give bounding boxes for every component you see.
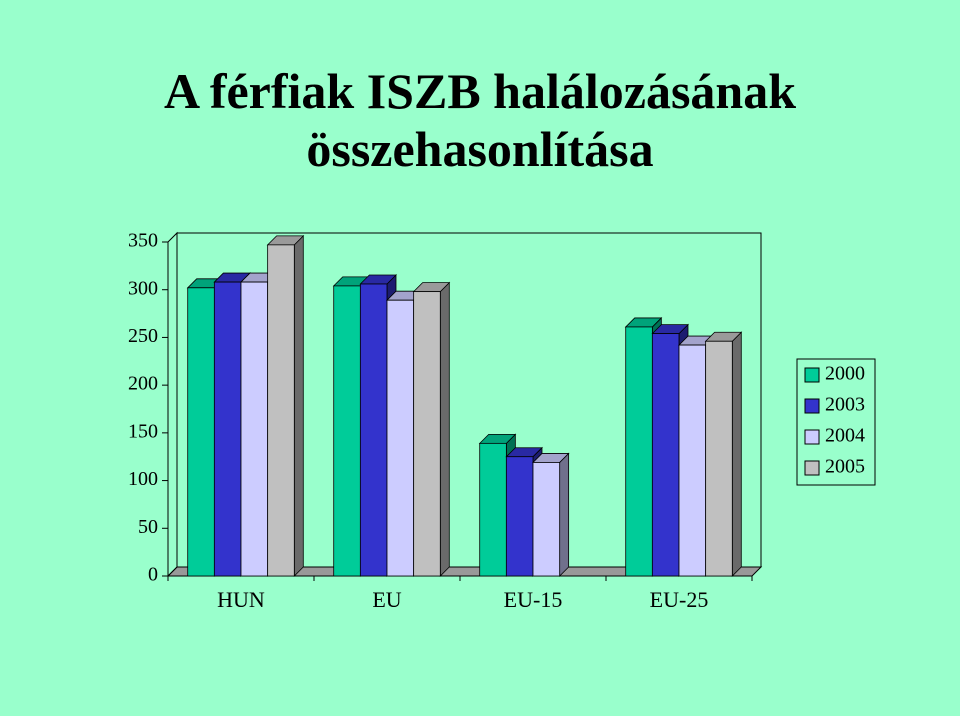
y-tick-label: 350: [128, 230, 158, 252]
y-tick-label: 250: [128, 325, 158, 347]
bar-side: [293, 234, 304, 577]
bar: [267, 244, 295, 577]
x-tick-label: EU-25: [650, 587, 709, 612]
bar: [625, 326, 653, 577]
legend-swatch: [804, 367, 820, 383]
bar-side: [439, 281, 450, 577]
x-tick-label: EU-15: [504, 587, 563, 612]
legend-label: 2000: [825, 363, 865, 385]
bar: [505, 456, 534, 577]
bar: [386, 299, 415, 577]
bar: [413, 291, 441, 577]
y-tick-label: 100: [128, 468, 158, 490]
bar-side: [731, 331, 742, 577]
bar: [240, 281, 269, 577]
bar-side: [559, 452, 570, 577]
y-tick-label: 50: [138, 516, 158, 538]
x-tick-label: EU: [372, 587, 401, 612]
left-wall: [167, 231, 178, 578]
bar: [651, 333, 680, 577]
legend-label: 2003: [825, 394, 865, 416]
legend-swatch: [804, 429, 820, 445]
y-tick-label: 200: [128, 373, 158, 395]
bar: [532, 462, 561, 577]
legend: 2000 2003 2004 2005: [796, 358, 876, 486]
bar: [705, 340, 733, 577]
legend-swatch: [804, 460, 820, 476]
chart-title: A férfiak ISZB halálozásának összehasonl…: [163, 63, 797, 177]
legend-label: 2005: [825, 456, 865, 478]
bar: [213, 281, 242, 577]
bar: [479, 442, 507, 577]
x-tick-label: HUN: [217, 587, 265, 612]
bar: [359, 283, 388, 577]
legend-label: 2004: [825, 425, 865, 447]
legend-swatch: [804, 398, 820, 414]
y-tick-label: 300: [128, 277, 158, 299]
y-tick-label: 0: [148, 564, 158, 586]
bar: [678, 344, 707, 577]
bar: [187, 287, 215, 577]
y-tick-label: 150: [128, 420, 158, 442]
bar: [333, 285, 361, 577]
